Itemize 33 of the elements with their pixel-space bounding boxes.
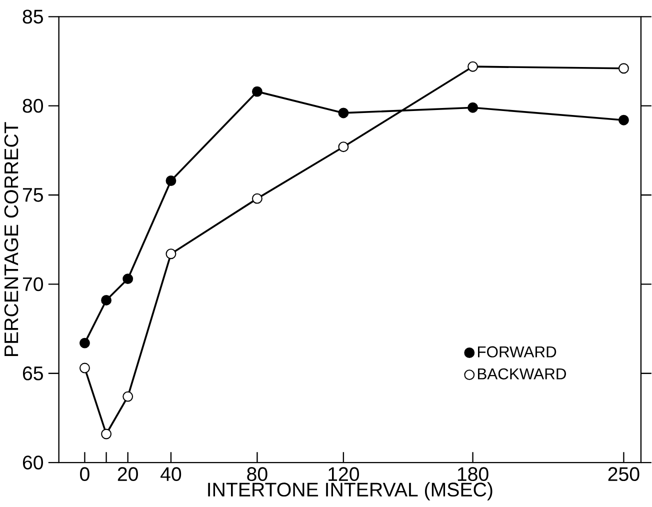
point (79, 338, 90, 348)
point (101, 428, 112, 440)
y-tick-label: 60 (22, 456, 44, 470)
point (101, 295, 112, 306)
y-tick-label: 70 (22, 277, 44, 292)
y-axis-title: PERCENTAGE CORRECT (4, 122, 18, 356)
point (618, 115, 629, 126)
legend-label: FORWARD (478, 346, 556, 358)
point (252, 86, 262, 97)
y-tick-label: 75 (22, 188, 43, 202)
y-tick-label: 85 (22, 10, 43, 24)
point (122, 274, 134, 284)
x-tick-label: 40 (160, 467, 182, 482)
point (252, 194, 262, 204)
point (79, 362, 90, 374)
point (166, 248, 176, 260)
x-axis-title: INTERTONE INTERVAL (MSEC) (208, 482, 492, 501)
point (122, 391, 134, 402)
x-tick-label: 80 (247, 467, 268, 482)
legend-label: BACKWARD (478, 368, 566, 380)
x-tick-label: 0 (80, 467, 90, 482)
point (468, 62, 478, 72)
x-tick-label: 250 (608, 467, 640, 482)
point (338, 142, 349, 152)
y-tick-label: 65 (22, 366, 43, 380)
point (618, 63, 629, 74)
y-tick-label: 80 (22, 99, 44, 113)
x-tick-label: 120 (328, 467, 360, 482)
x-tick-label: 20 (118, 467, 138, 482)
point (338, 108, 349, 118)
x-tick-label: 180 (458, 467, 488, 482)
point (166, 176, 176, 186)
point (468, 102, 478, 114)
